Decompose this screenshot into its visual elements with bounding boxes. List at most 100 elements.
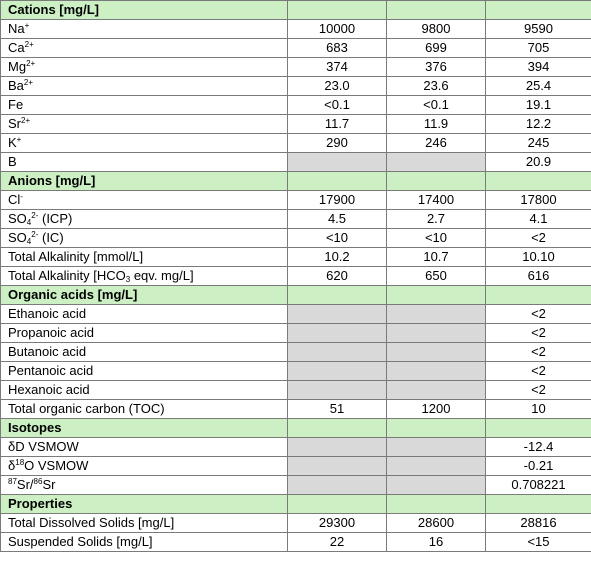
table-row: Suspended Solids [mg/L] 22 16 <15 bbox=[0, 532, 591, 552]
empty-cell bbox=[287, 475, 387, 495]
value-cell: <10 bbox=[386, 228, 486, 248]
value-cell: <0.1 bbox=[287, 95, 387, 115]
table-row: δD VSMOW -12.4 bbox=[0, 437, 591, 457]
value-cell: -0.21 bbox=[485, 456, 591, 476]
value-cell: <0.1 bbox=[386, 95, 486, 115]
empty-cell bbox=[386, 437, 486, 457]
empty-cell bbox=[386, 380, 486, 400]
section-empty-cell bbox=[386, 0, 486, 20]
label-text: (IC) bbox=[38, 230, 64, 245]
row-label: δ18O VSMOW bbox=[0, 456, 288, 476]
section-title: Isotopes bbox=[0, 418, 288, 438]
table-body: Cations [mg/L] Na+ 10000 9800 9590 Ca2+ 683 699… bbox=[0, 0, 591, 552]
section-empty-cell bbox=[386, 418, 486, 438]
value-cell: 10.7 bbox=[386, 247, 486, 267]
table-row: SO42- (ICP) 4.5 2.7 4.1 bbox=[0, 209, 591, 229]
empty-cell bbox=[386, 323, 486, 343]
value-cell: <2 bbox=[485, 380, 591, 400]
table-row: Propanoic acid <2 bbox=[0, 323, 591, 343]
empty-cell bbox=[287, 437, 387, 457]
empty-cell bbox=[386, 342, 486, 362]
value-cell: 23.6 bbox=[386, 76, 486, 96]
section-title: Cations [mg/L] bbox=[0, 0, 288, 20]
value-cell: 16 bbox=[386, 532, 486, 552]
row-label: SO42- (ICP) bbox=[0, 209, 288, 229]
row-label: Ba2+ bbox=[0, 76, 288, 96]
row-label: Butanoic acid bbox=[0, 342, 288, 362]
empty-cell bbox=[287, 456, 387, 476]
table-row: Total Dissolved Solids [mg/L] 29300 28600 2… bbox=[0, 513, 591, 533]
label-text: eqv. mg/L] bbox=[130, 268, 194, 283]
row-label: Suspended Solids [mg/L] bbox=[0, 532, 288, 552]
label-text: Sr bbox=[42, 477, 56, 492]
table-row: Ethanoic acid <2 bbox=[0, 304, 591, 324]
table-row: Mg2+ 374 376 394 bbox=[0, 57, 591, 77]
section-title: Anions [mg/L] bbox=[0, 171, 288, 191]
table-row: Hexanoic acid <2 bbox=[0, 380, 591, 400]
table-row: Sr2+ 11.7 11.9 12.2 bbox=[0, 114, 591, 134]
value-cell: 394 bbox=[485, 57, 591, 77]
value-cell: 51 bbox=[287, 399, 387, 419]
section-header-properties: Properties bbox=[0, 494, 591, 514]
label-text: Fe bbox=[8, 97, 24, 112]
label-text: Total Alkalinity [mmol/L] bbox=[8, 249, 144, 264]
row-label: K+ bbox=[0, 133, 288, 153]
label-subscript: 4 bbox=[26, 218, 32, 227]
label-superscript: 2- bbox=[31, 230, 39, 239]
label-superscript: 2- bbox=[31, 211, 39, 220]
table-row: K+ 290 246 245 bbox=[0, 133, 591, 153]
label-text: K bbox=[8, 135, 17, 150]
section-empty-cell bbox=[386, 285, 486, 305]
value-cell: 10 bbox=[485, 399, 591, 419]
value-cell: -12.4 bbox=[485, 437, 591, 457]
value-cell: <15 bbox=[485, 532, 591, 552]
label-text: SO bbox=[8, 230, 27, 245]
value-cell: 11.9 bbox=[386, 114, 486, 134]
value-cell: <2 bbox=[485, 304, 591, 324]
value-cell: 10000 bbox=[287, 19, 387, 39]
label-text: Suspended Solids [mg/L] bbox=[8, 534, 153, 549]
table-row: Total Alkalinity [mmol/L] 10.2 10.7 10.10 bbox=[0, 247, 591, 267]
label-text: Total organic carbon (TOC) bbox=[8, 401, 165, 416]
label-text: δD VSMOW bbox=[8, 439, 79, 454]
value-cell: 4.1 bbox=[485, 209, 591, 229]
section-empty-cell bbox=[287, 171, 387, 191]
empty-cell bbox=[386, 475, 486, 495]
empty-cell bbox=[386, 456, 486, 476]
value-cell: 4.5 bbox=[287, 209, 387, 229]
label-text: Ca bbox=[8, 40, 25, 55]
label-text: Propanoic acid bbox=[8, 325, 94, 340]
value-cell: 22 bbox=[287, 532, 387, 552]
label-text: Butanoic acid bbox=[8, 344, 87, 359]
value-cell: 9800 bbox=[386, 19, 486, 39]
table-row: Na+ 10000 9800 9590 bbox=[0, 19, 591, 39]
row-label: Total organic carbon (TOC) bbox=[0, 399, 288, 419]
value-cell: 699 bbox=[386, 38, 486, 58]
label-text: Sr bbox=[8, 116, 21, 131]
value-cell: 1200 bbox=[386, 399, 486, 419]
label-text: Hexanoic acid bbox=[8, 382, 90, 397]
value-cell: <2 bbox=[485, 342, 591, 362]
table-row: Cl- 17900 17400 17800 bbox=[0, 190, 591, 210]
section-empty-cell bbox=[485, 494, 591, 514]
value-cell: 17900 bbox=[287, 190, 387, 210]
value-cell: 376 bbox=[386, 57, 486, 77]
section-empty-cell bbox=[386, 171, 486, 191]
row-label: Total Dissolved Solids [mg/L] bbox=[0, 513, 288, 533]
value-cell: 28816 bbox=[485, 513, 591, 533]
empty-cell bbox=[287, 342, 387, 362]
table-row: Total Alkalinity [HCO3 eqv. mg/L] 620 650 6… bbox=[0, 266, 591, 286]
table-row: SO42- (IC) <10 <10 <2 bbox=[0, 228, 591, 248]
label-superscript: 87 bbox=[8, 477, 17, 486]
row-label: Total Alkalinity [HCO3 eqv. mg/L] bbox=[0, 266, 288, 286]
label-text: Total Dissolved Solids [mg/L] bbox=[8, 515, 175, 530]
row-label: Hexanoic acid bbox=[0, 380, 288, 400]
section-empty-cell bbox=[485, 418, 591, 438]
table-row: δ18O VSMOW -0.21 bbox=[0, 456, 591, 476]
label-text: SO bbox=[8, 211, 27, 226]
value-cell: 683 bbox=[287, 38, 387, 58]
value-cell: <2 bbox=[485, 323, 591, 343]
label-text: Total Alkalinity [HCO bbox=[8, 268, 126, 283]
table-row: B 20.9 bbox=[0, 152, 591, 172]
row-label: Sr2+ bbox=[0, 114, 288, 134]
